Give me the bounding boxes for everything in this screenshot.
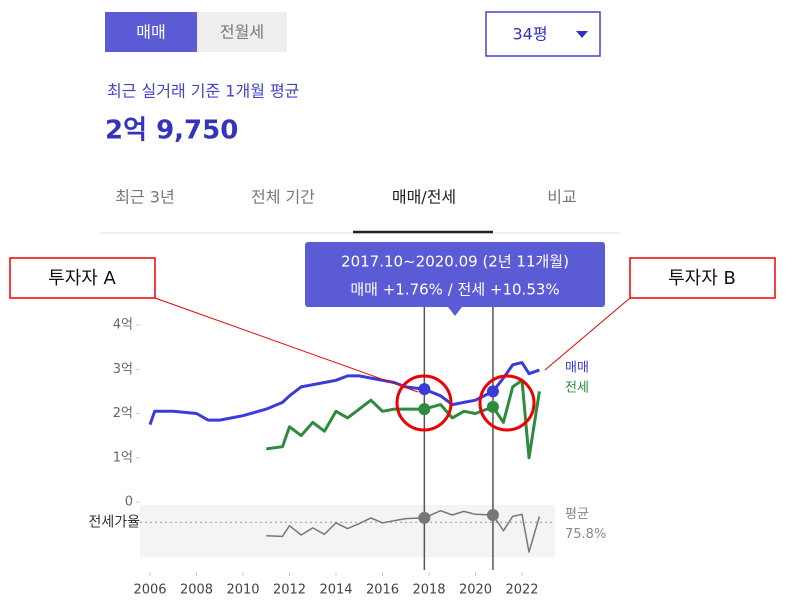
x-tick-label: 2010 (226, 583, 259, 598)
plot: 0 1억 2억 3억 4억 2006 2008 2010 2012 2014 2016 2018 202… (88, 300, 606, 598)
marker-dot (486, 400, 499, 413)
callout-line (544, 297, 631, 371)
marker-dot (418, 403, 431, 416)
size-select[interactable]: 34평 (512, 25, 547, 44)
summary-label: 최근 실거래 기준 1개월 평균 (107, 82, 299, 101)
tab-bg[interactable] (197, 12, 287, 52)
view-tab[interactable]: 최근 3년 (115, 188, 174, 207)
x-tick-label: 2012 (273, 583, 306, 598)
mode-tab[interactable]: 전월세 (220, 23, 264, 42)
average-label: 평균 (565, 507, 589, 522)
ratio-bg (140, 505, 555, 557)
tooltip-period: 2017.10~2020.09 (2년 11개월) (341, 253, 569, 271)
callout-label: 투자자 A (48, 268, 116, 289)
y-tick-label: 0 (125, 495, 133, 510)
ratio-label: 전세가율 (88, 514, 140, 530)
tooltip-box (305, 242, 605, 307)
marker-dot (418, 511, 431, 524)
view-tab[interactable]: 매매/전세 (392, 188, 456, 207)
series-line (266, 378, 541, 460)
legend-label: 전세 (565, 381, 589, 396)
tooltip-pointer (448, 307, 462, 316)
callout-label: 투자자 B (668, 268, 736, 289)
x-tick-label: 2014 (319, 583, 352, 598)
average-value: 75.8% (565, 527, 606, 542)
y-tick-label: 2억 (113, 406, 133, 421)
x-tick-label: 2008 (180, 583, 213, 598)
x-tick-label: 2022 (505, 583, 538, 598)
callout-box (629, 257, 776, 299)
y-tick-label: 1억 (113, 450, 133, 465)
x-tick-label: 2006 (133, 583, 166, 598)
callout-box (9, 257, 156, 299)
series-line (266, 509, 541, 553)
marker-dot (486, 385, 499, 398)
view-tab[interactable]: 전체 기간 (251, 188, 315, 207)
marker-dot (486, 509, 499, 521)
y-tick-label: 3억 (113, 362, 133, 377)
highlight-circle (395, 374, 453, 432)
summary-value: 2억 9,750 (105, 116, 238, 146)
y-tick-label: 4억 (113, 318, 133, 333)
x-tick-label: 2020 (459, 583, 492, 598)
mode-tab[interactable]: 매매 (136, 23, 165, 42)
highlight-circle (478, 374, 536, 432)
dropdown-arrow (576, 31, 588, 38)
x-tick-label: 2018 (412, 583, 445, 598)
view-tab[interactable]: 비교 (547, 188, 576, 207)
callout-line (154, 297, 419, 393)
legend-label: 매매 (565, 361, 589, 376)
tooltip-change: 매매 +1.76% / 전세 +10.53% (350, 281, 559, 299)
marker-dot (418, 383, 431, 396)
tab-active-bg[interactable] (105, 12, 197, 52)
x-tick-label: 2016 (366, 583, 399, 598)
